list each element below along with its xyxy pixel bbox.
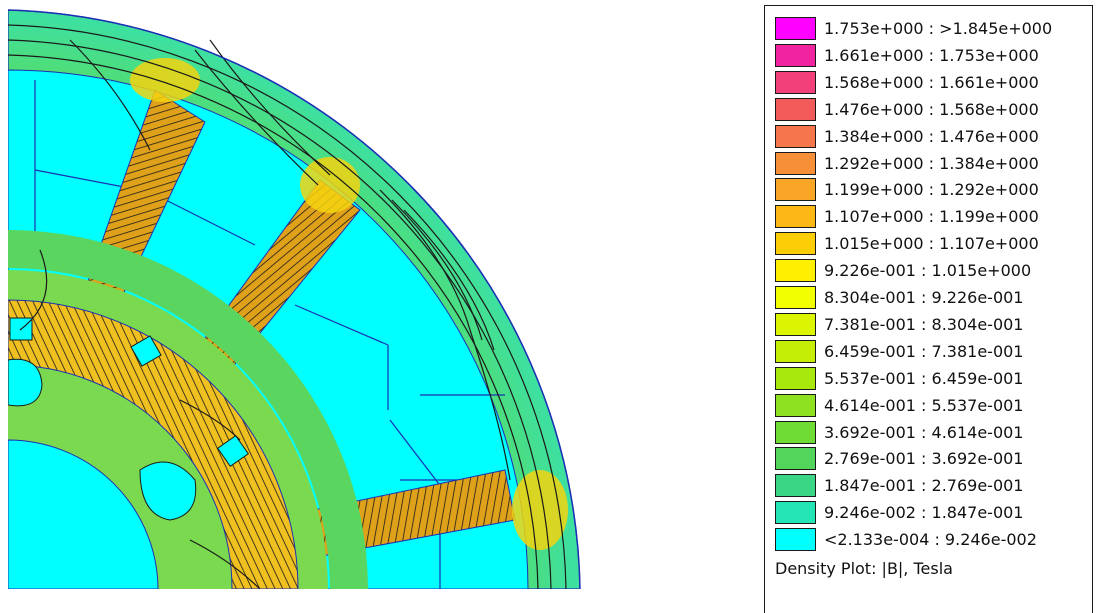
legend-swatch — [775, 528, 816, 552]
legend-swatch — [775, 366, 816, 390]
legend-row: 1.015e+000 : 1.107e+000 — [775, 231, 1085, 257]
legend-swatch — [775, 205, 816, 229]
flux-contour-lines — [8, 24, 567, 589]
legend-row: 1.107e+000 : 1.199e+000 — [775, 204, 1085, 230]
legend-row: 4.614e-001 : 5.537e-001 — [775, 393, 1085, 419]
legend-label: 7.381e-001 : 8.304e-001 — [824, 314, 1024, 334]
legend-label: 9.246e-002 : 1.847e-001 — [824, 503, 1024, 523]
legend-swatch — [775, 70, 816, 94]
legend-label: 8.304e-001 : 9.226e-001 — [824, 288, 1024, 307]
rotor-hole-1 — [8, 358, 43, 407]
legend-row: 1.661e+000 : 1.753e+000 — [775, 43, 1085, 69]
legend-row: 9.226e-001 : 1.015e+000 — [775, 258, 1085, 284]
legend-row: 6.459e-001 : 7.381e-001 — [775, 339, 1085, 365]
legend-label: 1.384e+000 : 1.476e+000 — [824, 126, 1039, 146]
legend-swatch — [775, 393, 816, 417]
legend-swatch — [775, 97, 816, 121]
legend-label: <2.133e-004 : 9.246e-002 — [824, 530, 1037, 550]
legend-row: 5.537e-001 : 6.459e-001 — [775, 366, 1085, 392]
legend-swatch — [775, 259, 816, 283]
legend-row: 2.769e-001 : 3.692e-001 — [775, 446, 1085, 472]
legend-swatch — [775, 124, 816, 148]
legend-row: 1.847e-001 : 2.769e-001 — [775, 473, 1085, 499]
legend-row: 1.292e+000 : 1.384e+000 — [775, 151, 1085, 177]
legend-label: 5.537e-001 : 6.459e-001 — [824, 368, 1024, 388]
legend-swatch — [775, 17, 816, 40]
legend-swatch — [775, 312, 816, 336]
legend-title: Density Plot: |B|, Tesla — [775, 559, 953, 578]
legend-label: 1.107e+000 : 1.199e+000 — [824, 207, 1039, 227]
legend-row: 3.692e-001 : 4.614e-001 — [775, 420, 1085, 446]
legend-label: 3.692e-001 : 4.614e-001 — [824, 422, 1024, 442]
legend-swatch — [775, 151, 816, 175]
density-plot — [8, 9, 581, 589]
density-legend: 1.753e+000 : >1.845e+000 1.661e+000 : 1.7… — [764, 5, 1093, 613]
legend-row: 8.304e-001 : 9.226e-001 — [775, 285, 1085, 311]
rotor-core — [8, 439, 159, 589]
flux-density-map — [8, 9, 581, 589]
legend-label: 1.199e+000 : 1.292e+000 — [824, 180, 1039, 200]
legend-label: 1.753e+000 : >1.845e+000 — [824, 19, 1053, 38]
legend-row: 1.199e+000 : 1.292e+000 — [775, 177, 1085, 203]
legend-swatch — [775, 474, 816, 498]
legend-swatch — [775, 286, 816, 309]
legend-label: 1.568e+000 : 1.661e+000 — [824, 72, 1039, 92]
legend-label: 1.476e+000 : 1.568e+000 — [824, 99, 1039, 119]
legend-row: 7.381e-001 : 8.304e-001 — [775, 312, 1085, 338]
legend-swatch — [775, 339, 816, 363]
legend-row: 1.568e+000 : 1.661e+000 — [775, 70, 1085, 96]
legend-label: 1.292e+000 : 1.384e+000 — [824, 153, 1039, 173]
legend-swatch — [775, 178, 816, 202]
legend-label: 2.769e-001 : 3.692e-001 — [824, 449, 1024, 469]
legend-label: 1.015e+000 : 1.107e+000 — [824, 234, 1039, 254]
legend-label: 1.847e-001 : 2.769e-001 — [824, 476, 1024, 496]
legend-row: 9.246e-002 : 1.847e-001 — [775, 500, 1085, 526]
air-gap — [8, 230, 368, 589]
legend-row: 1.476e+000 : 1.568e+000 — [775, 97, 1085, 123]
legend-label: 6.459e-001 : 7.381e-001 — [824, 341, 1024, 361]
legend-label: 1.661e+000 : 1.753e+000 — [824, 45, 1039, 65]
legend-row: 1.384e+000 : 1.476e+000 — [775, 124, 1085, 150]
legend-swatch — [775, 447, 816, 471]
rotor-hole-2 — [139, 461, 197, 521]
legend-swatch — [775, 501, 816, 525]
legend-label: 9.226e-001 : 1.015e+000 — [824, 261, 1032, 281]
legend-row: <2.133e-004 : 9.246e-002 — [775, 527, 1085, 553]
legend-swatch — [775, 43, 816, 67]
legend-row: 1.753e+000 : >1.845e+000 — [775, 16, 1085, 42]
legend-swatch — [775, 420, 816, 444]
legend-swatch — [775, 232, 816, 256]
legend-label: 4.614e-001 : 5.537e-001 — [824, 395, 1024, 415]
